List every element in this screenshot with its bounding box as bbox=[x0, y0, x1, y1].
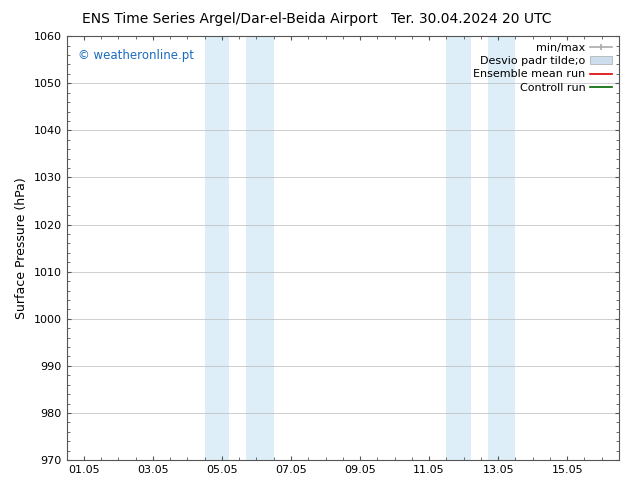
Bar bbox=[205, 36, 229, 460]
Bar bbox=[246, 36, 274, 460]
Legend: min/max, Desvio padr tilde;o, Ensemble mean run, Controll run: min/max, Desvio padr tilde;o, Ensemble m… bbox=[469, 38, 617, 97]
Text: ENS Time Series Argel/Dar-el-Beida Airport: ENS Time Series Argel/Dar-el-Beida Airpo… bbox=[82, 12, 378, 26]
Y-axis label: Surface Pressure (hPa): Surface Pressure (hPa) bbox=[15, 177, 28, 319]
Text: © weatheronline.pt: © weatheronline.pt bbox=[77, 49, 193, 62]
Bar bbox=[488, 36, 515, 460]
Text: Ter. 30.04.2024 20 UTC: Ter. 30.04.2024 20 UTC bbox=[391, 12, 552, 26]
Bar bbox=[446, 36, 470, 460]
